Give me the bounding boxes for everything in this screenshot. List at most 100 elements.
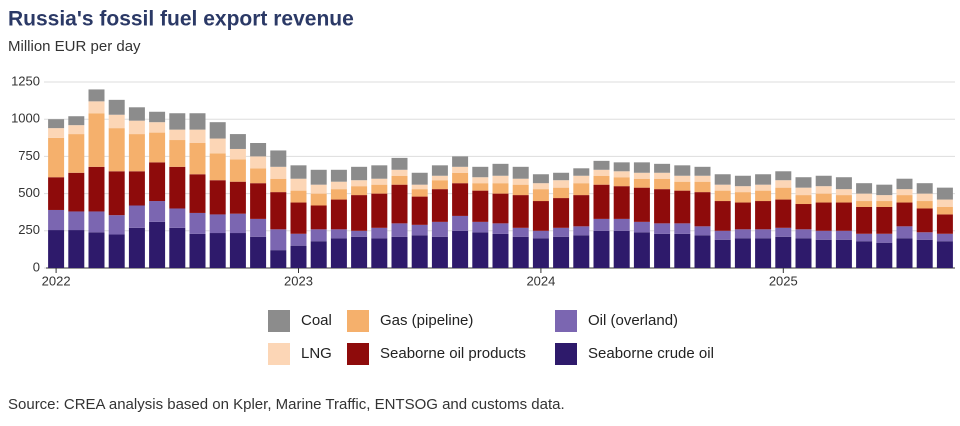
bar-segment: [876, 195, 893, 202]
bar-segment: [755, 174, 772, 185]
bar-segment: [250, 143, 267, 157]
bar-segment: [250, 156, 267, 169]
legend-swatch: [268, 310, 290, 332]
bar-segment: [593, 160, 610, 170]
bar-segment: [48, 128, 65, 138]
bar-segment: [108, 215, 125, 235]
bar-segment: [633, 221, 650, 233]
bar-segment: [815, 186, 832, 194]
bar-segment: [492, 223, 509, 234]
bar-segment: [250, 168, 267, 184]
x-tick-label: 2022: [42, 273, 71, 288]
bar-segment: [936, 233, 953, 242]
bar-segment: [573, 168, 590, 176]
bar-segment: [714, 174, 731, 185]
bar-segment: [835, 189, 852, 196]
bar-segment: [492, 183, 509, 194]
bar-segment: [674, 190, 691, 224]
bar-segment: [775, 227, 792, 237]
bar-segment: [674, 175, 691, 182]
bar-segment: [936, 187, 953, 200]
bar-segment: [411, 196, 428, 225]
bar-segment: [734, 186, 751, 193]
bar-segment: [330, 238, 347, 268]
bar-segment: [149, 162, 166, 202]
bar-segment: [88, 113, 105, 167]
y-tick-label: 500: [18, 185, 40, 200]
bar-segment: [48, 177, 65, 210]
bar-segment: [654, 189, 671, 224]
bar-segment: [694, 175, 711, 182]
bar-segment: [48, 230, 65, 268]
legend-label: Seaborne oil products: [380, 345, 526, 362]
bar-segment: [108, 99, 125, 115]
bar-segment: [48, 119, 65, 129]
y-tick-label: 1250: [11, 73, 40, 88]
bar-segment: [936, 199, 953, 207]
bar-segment: [391, 169, 408, 176]
bar-segment: [593, 175, 610, 185]
bar-segment: [472, 183, 489, 191]
bar-segment: [371, 193, 388, 228]
legend-swatch: [268, 343, 290, 365]
bar-segment: [734, 202, 751, 230]
bar-segment: [835, 230, 852, 240]
legend-label: Coal: [301, 312, 332, 329]
bar-segment: [613, 171, 630, 178]
bar-segment: [310, 193, 327, 206]
bar-segment: [755, 238, 772, 268]
bar-segment: [128, 120, 145, 135]
bar-segment: [189, 174, 206, 213]
bar-segment: [209, 153, 226, 181]
bar-segment: [411, 184, 428, 190]
bar-segment: [835, 177, 852, 190]
bar-segment: [391, 236, 408, 268]
bar-segment: [229, 233, 246, 268]
bar-segment: [532, 183, 549, 190]
bar-segment: [68, 116, 85, 126]
bar-segment: [755, 190, 772, 202]
bar-segment: [351, 230, 368, 237]
bar-segment: [916, 183, 933, 194]
bar-segment: [452, 166, 469, 173]
bar-segment: [512, 195, 529, 228]
x-tick-label: 2025: [769, 273, 798, 288]
bar-segment: [573, 183, 590, 196]
bar-segment: [229, 148, 246, 160]
bar-segment: [795, 238, 812, 268]
bar-segment: [431, 221, 448, 237]
bar-segment: [229, 134, 246, 149]
bar-segment: [532, 189, 549, 202]
bar-segment: [149, 111, 166, 123]
bar-segment: [553, 236, 570, 268]
bar-segment: [48, 209, 65, 231]
bar-segment: [936, 206, 953, 215]
bar-segment: [452, 183, 469, 216]
legend-swatch: [347, 310, 369, 332]
bar-segment: [815, 239, 832, 268]
legend-swatch: [347, 343, 369, 365]
bar-segment: [330, 229, 347, 239]
bar-segment: [472, 190, 489, 222]
bar-segment: [68, 125, 85, 135]
bar-segment: [714, 239, 731, 268]
bar-segment: [310, 169, 327, 185]
bar-segment: [391, 157, 408, 170]
bar-segment: [270, 150, 287, 167]
bar-segment: [209, 233, 226, 268]
bar-segment: [290, 245, 307, 268]
bar-segment: [896, 178, 913, 190]
bar-segment: [391, 184, 408, 224]
bar-segment: [795, 195, 812, 205]
bar-segment: [189, 129, 206, 144]
bar-segment: [48, 137, 65, 178]
bar-segment: [169, 166, 186, 209]
bar-segment: [290, 233, 307, 246]
bar-segment: [431, 236, 448, 268]
bar-segment: [431, 175, 448, 181]
bar-segment: [88, 211, 105, 233]
bar-segment: [209, 122, 226, 139]
bar-segment: [310, 184, 327, 194]
bar-segment: [189, 233, 206, 268]
y-tick-label: 750: [18, 148, 40, 163]
